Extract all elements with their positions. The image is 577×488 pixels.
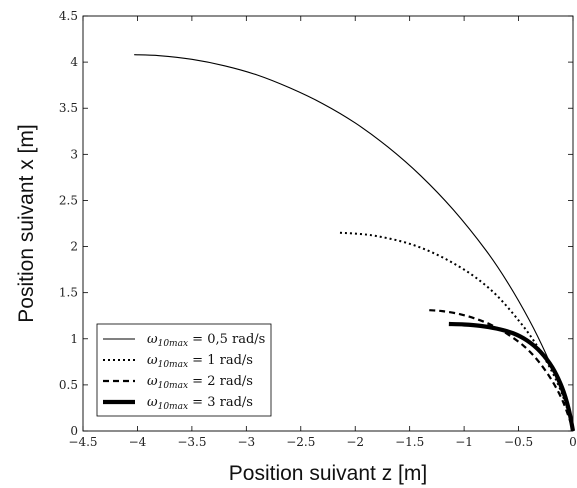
axis-ticks: −4.5 −4 −3.5 −3 −2.5 −2 −1.5 −1 −0.5 0 0 0.5 1 1.5 2 2.…: [59, 9, 577, 449]
legend-label-3: ω10max = 2 rad/s: [147, 374, 253, 391]
y-tick-label: 4: [70, 55, 78, 69]
legend-label-2: ω10max = 1 rad/s: [147, 353, 253, 370]
legend: ω10max = 0,5 rad/s ω10max = 1 rad/s ω10max…: [96, 323, 272, 417]
x-tick-label: −1: [455, 435, 473, 449]
y-tick-label: 0: [70, 424, 78, 438]
y-tick-label: 2.5: [59, 193, 78, 207]
x-axis-title: Position suivant z [m]: [229, 462, 427, 485]
x-tick-label: −3: [237, 435, 255, 449]
y-tick-label: 0.5: [59, 378, 78, 392]
series-group: [134, 54, 576, 432]
x-tick-label: −3.5: [177, 435, 206, 449]
plot-frame: [82, 15, 574, 432]
series-line-4: [448, 321, 576, 432]
y-tick-label: 2: [70, 240, 78, 254]
series-line-3: [429, 309, 575, 432]
y-tick-label: 4.5: [59, 9, 78, 23]
y-tick-label: 1.5: [59, 286, 78, 300]
x-tick-label: −1.5: [395, 435, 424, 449]
legend-label-1: ω10max = 0,5 rad/s: [147, 332, 265, 349]
x-tick-label: 0: [569, 435, 577, 449]
x-tick-label: −4.5: [68, 435, 97, 449]
y-tick-label: 1: [70, 332, 78, 346]
y-tick-label: 3: [70, 147, 78, 161]
x-tick-label: −2: [346, 435, 364, 449]
plot-border: [82, 15, 574, 432]
x-tick-label: −2.5: [286, 435, 315, 449]
legend-label-4: ω10max = 3 rad/s: [147, 395, 253, 412]
series-line-2: [339, 231, 574, 432]
y-tick-label: 3.5: [59, 101, 78, 115]
y-axis-title: Position suivant x [m]: [15, 124, 38, 322]
x-tick-label: −0.5: [504, 435, 533, 449]
x-tick-label: −4: [129, 435, 147, 449]
